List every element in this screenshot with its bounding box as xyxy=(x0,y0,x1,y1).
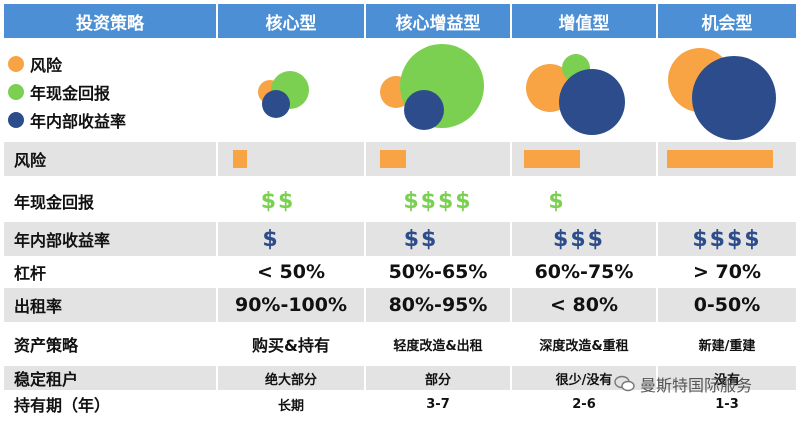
occupancy-core-plus: 80%-95% xyxy=(388,294,488,316)
bubble-chart-core xyxy=(258,71,309,118)
column-divider xyxy=(216,4,218,420)
risk-bar-core xyxy=(233,150,247,168)
row-band-irr xyxy=(4,222,796,256)
hold-value-add: 2-6 xyxy=(572,396,596,412)
wechat-icon xyxy=(614,375,635,392)
irr-core-plus: $$ xyxy=(403,226,439,252)
row-band-occupancy xyxy=(4,288,796,322)
irr-core: $ xyxy=(262,226,280,252)
legend-irr: 年内部收益率 xyxy=(8,108,126,132)
tenant-core: 绝大部分 xyxy=(264,372,317,388)
hold-opportunistic: 1-3 xyxy=(715,396,739,412)
risk-bar-opportunistic xyxy=(667,150,773,168)
navy-dot-icon xyxy=(8,112,24,128)
leverage-core-plus: 50%-65% xyxy=(388,261,488,283)
header-opportunistic: 机会型 xyxy=(658,4,796,38)
row-label-tenant: 稳定租户 xyxy=(14,370,79,389)
asset-value-add: 深度改造&重租 xyxy=(539,338,629,354)
tenant-core-plus: 部分 xyxy=(424,372,451,388)
tenant-opportunistic: 没有 xyxy=(713,372,740,388)
asset-core-plus: 轻度改造&出租 xyxy=(393,338,483,354)
leverage-opportunistic: > 70% xyxy=(692,261,761,283)
green-dot-icon xyxy=(8,84,24,100)
irr-bubble xyxy=(404,90,444,130)
irr-opportunistic: $$$$ xyxy=(692,226,762,252)
row-label-occupancy: 出租率 xyxy=(14,297,63,316)
occupancy-core: 90%-100% xyxy=(234,294,348,316)
occupancy-value-add: < 80% xyxy=(549,294,618,316)
leverage-value-add: 60%-75% xyxy=(534,261,634,283)
header-value-add: 增值型 xyxy=(512,4,656,38)
cash-opportunistic xyxy=(658,184,796,218)
risk-bar-value-add xyxy=(524,150,580,168)
column-divider xyxy=(364,4,366,420)
header-strategy: 投资策略 xyxy=(4,4,216,38)
occupancy-opportunistic: 0-50% xyxy=(693,294,761,316)
cash-core: $$ xyxy=(260,188,296,214)
row-label-risk: 风险 xyxy=(14,151,47,170)
header-core-plus: 核心增益型 xyxy=(366,4,510,38)
hold-core: 长期 xyxy=(277,398,304,414)
asset-opportunistic: 新建/重建 xyxy=(698,338,756,354)
row-label-hold: 持有期（年） xyxy=(14,396,111,415)
leverage-core: < 50% xyxy=(256,261,325,283)
column-divider xyxy=(510,4,512,420)
bubble-chart-core-plus xyxy=(380,44,484,130)
irr-bubble xyxy=(262,90,290,118)
bubble-chart-value-add xyxy=(526,54,625,135)
row-label-cash: 年现金回报 xyxy=(14,193,95,212)
row-label-asset: 资产策略 xyxy=(14,336,79,355)
cash-value-add: $ xyxy=(548,188,566,214)
risk-bar-core-plus xyxy=(380,150,406,168)
orange-dot-icon xyxy=(8,56,24,72)
irr-value-add: $$$ xyxy=(553,226,605,252)
row-band-tenant xyxy=(4,366,796,390)
bubble-chart-opportunistic xyxy=(668,48,776,140)
watermark: 曼斯特国际服务 xyxy=(614,372,752,396)
hold-core-plus: 3-7 xyxy=(426,396,450,412)
irr-bubble xyxy=(559,69,625,135)
row-label-leverage: 杠杆 xyxy=(14,264,47,283)
column-divider xyxy=(656,4,658,420)
cash-core-plus: $$$$ xyxy=(403,188,473,214)
irr-bubble xyxy=(692,56,776,140)
tenant-value-add: 很少/没有 xyxy=(555,372,613,388)
asset-core: 购买&持有 xyxy=(252,336,330,355)
header-core: 核心型 xyxy=(218,4,364,38)
row-label-irr: 年内部收益率 xyxy=(14,231,111,250)
legend-cash: 年现金回报 xyxy=(8,80,110,104)
legend-risk: 风险 xyxy=(8,52,62,76)
